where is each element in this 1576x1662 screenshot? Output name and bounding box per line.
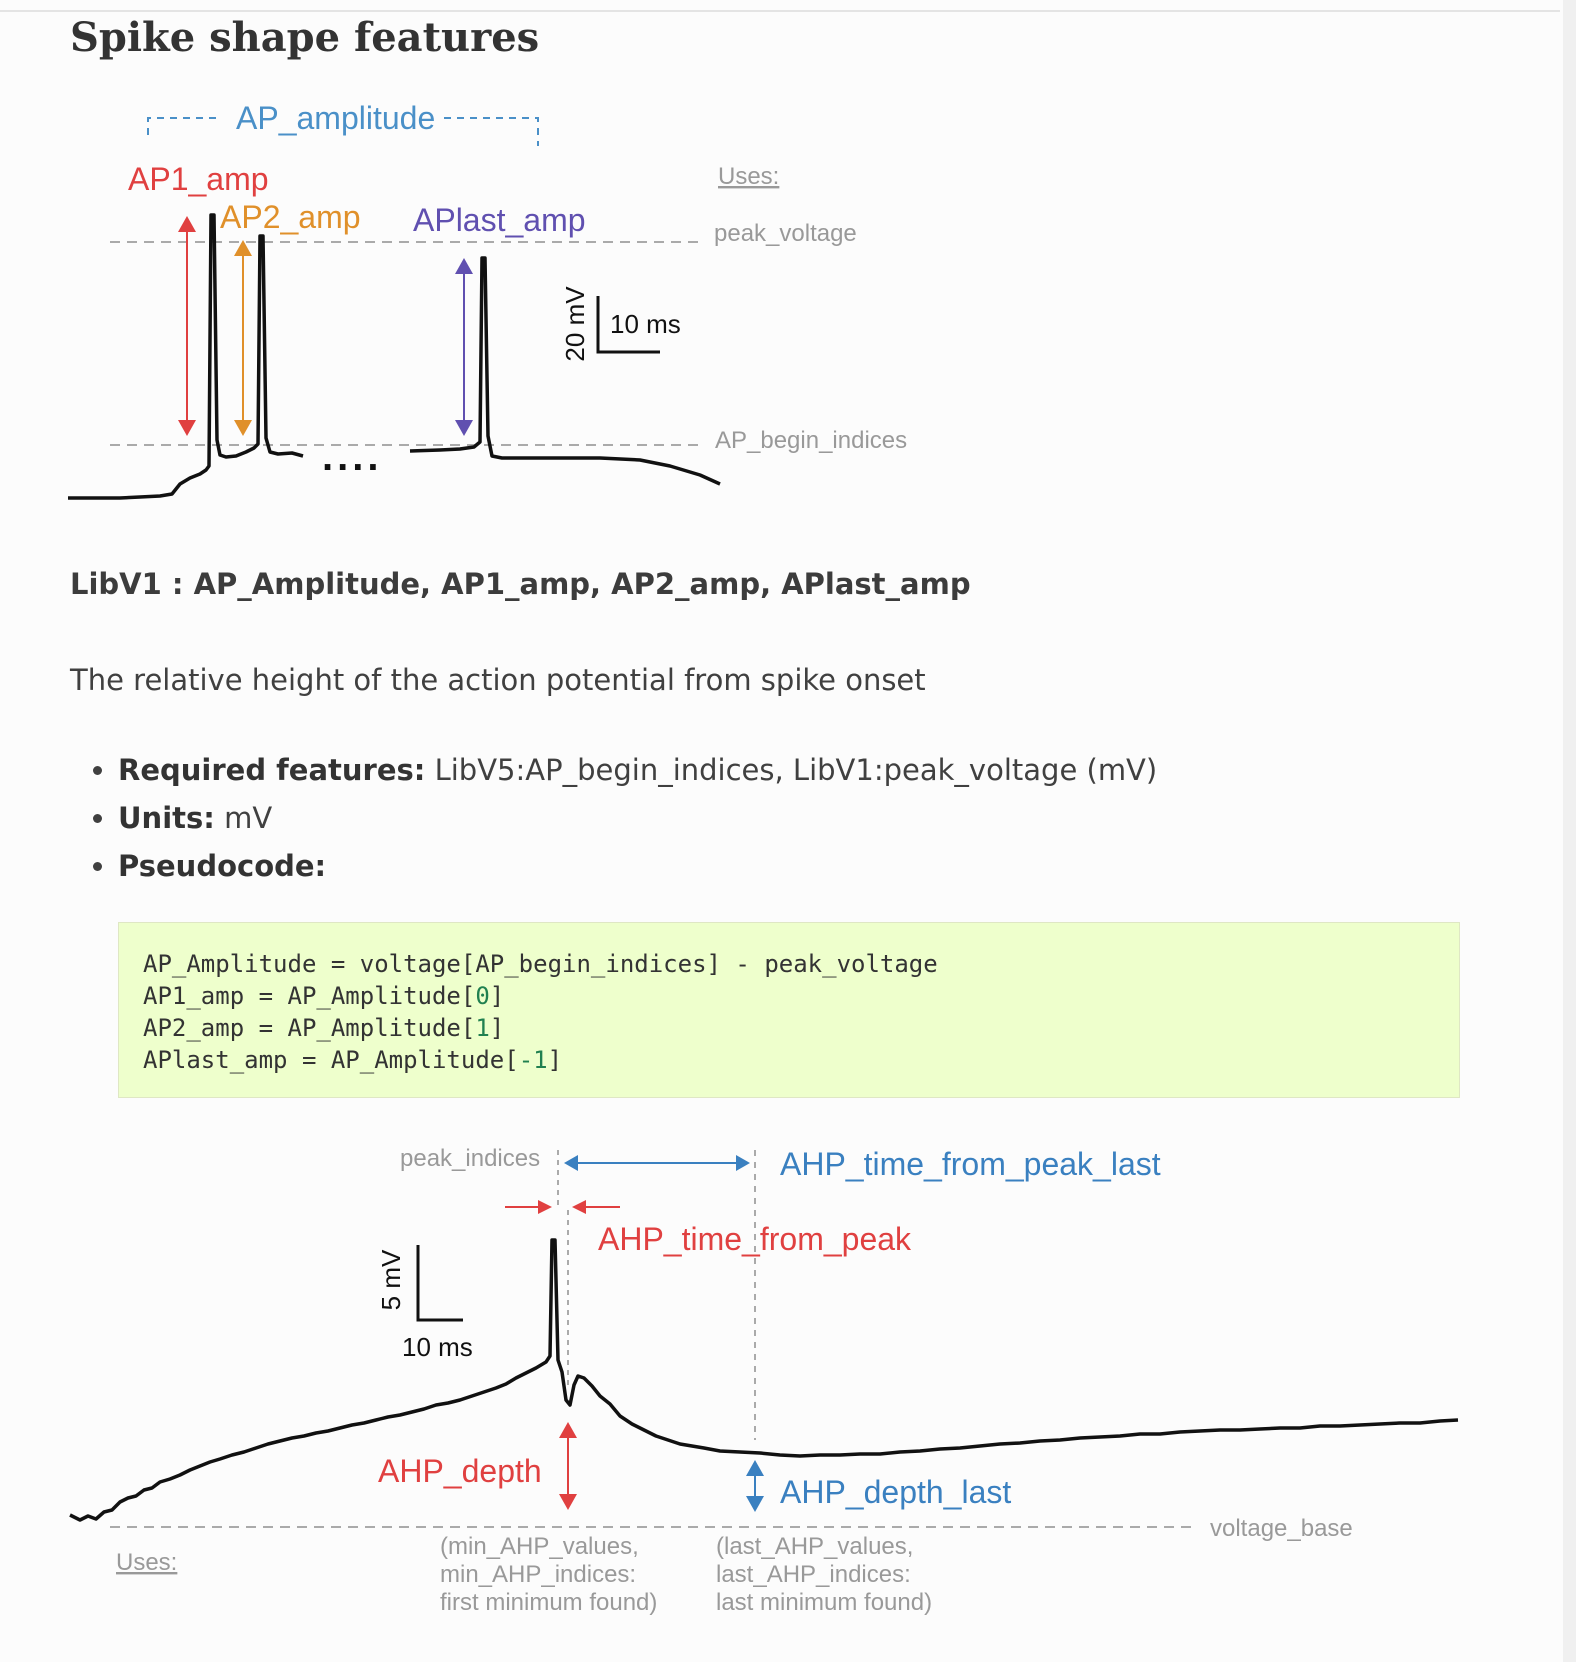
ahp-depth-last-arrow	[746, 1460, 764, 1512]
svg-text:first minimum found): first minimum found)	[440, 1589, 657, 1616]
svg-text:(min_AHP_values,: (min_AHP_values,	[440, 1533, 639, 1560]
ahp-depth-label: AHP_depth	[378, 1453, 542, 1489]
uses-label: Uses:	[116, 1549, 177, 1576]
scale-bar	[596, 296, 660, 354]
required-features-item: Required features: LibV5:AP_begin_indice…	[118, 753, 1157, 787]
scrollbar-track[interactable]	[1563, 0, 1576, 1662]
voltage-trace	[69, 1238, 1459, 1522]
scale-voltage-label: 20 mV	[560, 286, 590, 362]
units-item: Units: mV	[118, 801, 1157, 835]
voltage-trace-right	[409, 256, 721, 486]
scale-time-label: 10 ms	[402, 1332, 473, 1362]
ap-amplitude-label: AP_amplitude	[236, 100, 435, 136]
feature-properties: Required features: LibV5:AP_begin_indice…	[70, 753, 1157, 897]
svg-text:last minimum found): last minimum found)	[716, 1589, 932, 1616]
aplast-arrow	[455, 258, 473, 436]
scale-time-label: 10 ms	[610, 309, 681, 339]
scale-voltage-label: 5 mV	[376, 1249, 406, 1310]
ahp-figure: peak_indices AHP_time_from_peak_last AHP…	[69, 1145, 1459, 1616]
pseudocode-block: AP_Amplitude = voltage[AP_begin_indices]…	[118, 922, 1460, 1098]
pseudocode-item: Pseudocode:	[118, 849, 1157, 883]
ap-amplitude-figure: AP_amplitude AP1_amp AP2_amp APlast_amp …	[68, 100, 907, 500]
ahp-time-from-peak-arrows	[505, 1200, 620, 1214]
svg-text:min_AHP_indices:: min_AHP_indices:	[440, 1561, 636, 1588]
ahp-depth-last-label: AHP_depth_last	[780, 1474, 1011, 1510]
peak-indices-label: peak_indices	[400, 1145, 540, 1172]
feature-description: The relative height of the action potent…	[70, 663, 926, 697]
code-line: AP1_amp = AP_Amplitude[0]	[143, 982, 505, 1010]
section-title: Spike shape features	[70, 14, 540, 61]
ap2-arrow	[234, 240, 252, 436]
ahp-time-from-peak-label: AHP_time_from_peak	[598, 1221, 912, 1257]
last-ahp-annotation: (last_AHP_values, last_AHP_indices: last…	[716, 1533, 932, 1616]
uses-label: Uses:	[718, 163, 779, 190]
scale-bar	[416, 1245, 463, 1322]
ap2-amp-label: AP2_amp	[220, 199, 361, 235]
aplast-amp-label: APlast_amp	[413, 202, 586, 238]
feature-header: LibV1 : AP_Amplitude, AP1_amp, AP2_amp, …	[70, 567, 971, 601]
ahp-time-from-peak-last-arrow	[564, 1155, 750, 1171]
top-divider	[0, 10, 1560, 12]
voltage-trace-left	[68, 213, 304, 500]
ap1-arrow	[178, 216, 196, 436]
ahp-depth-arrow	[559, 1422, 577, 1510]
ap1-amp-label: AP1_amp	[128, 161, 269, 197]
peak-voltage-label: peak_voltage	[714, 220, 857, 247]
svg-text:last_AHP_indices:: last_AHP_indices:	[716, 1561, 911, 1588]
code-line: AP_Amplitude = voltage[AP_begin_indices]…	[143, 950, 938, 978]
svg-text:(last_AHP_values,: (last_AHP_values,	[716, 1533, 913, 1560]
ellipsis: ....	[322, 435, 382, 479]
min-ahp-annotation: (min_AHP_values, min_AHP_indices: first …	[440, 1533, 657, 1616]
voltage-base-label: voltage_base	[1210, 1515, 1353, 1542]
ap-begin-indices-label: AP_begin_indices	[715, 427, 907, 454]
ahp-time-from-peak-last-label: AHP_time_from_peak_last	[780, 1146, 1161, 1182]
ap-amplitude-bracket	[147, 117, 539, 146]
code-line: APlast_amp = AP_Amplitude[-1]	[143, 1046, 563, 1074]
code-line: AP2_amp = AP_Amplitude[1]	[143, 1014, 505, 1042]
